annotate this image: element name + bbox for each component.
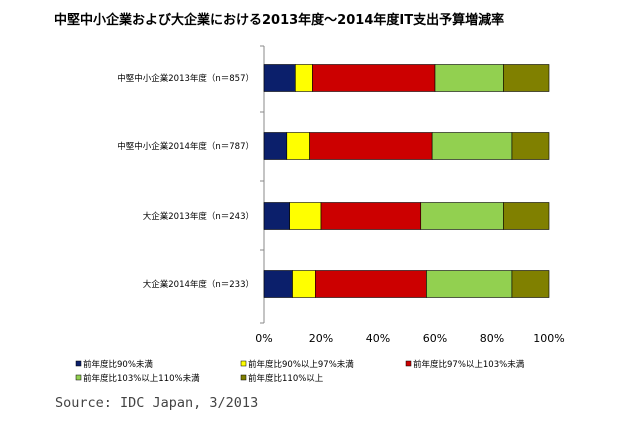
x-tick-label: 20% <box>309 332 333 345</box>
category-label: 大企業2014年度（n＝233） <box>143 279 254 290</box>
bar-segment-1-row-2 <box>263 132 288 160</box>
bar-segment-3-row-3 <box>320 202 422 230</box>
plot-area: 中堅中小企業2013年度（n＝857） 中堅中小企業2014年度（n＝787） 大企… <box>117 45 565 345</box>
bar-segment-2-row-4 <box>292 270 316 298</box>
bar-segment-3-row-2 <box>309 132 433 160</box>
legend-label-2: 前年度比90%以上97%未満 <box>248 359 354 370</box>
legend-label-5: 前年度比110%以上 <box>248 373 324 384</box>
bar-segment-4-row-4 <box>426 270 513 298</box>
bar-segment-1-row-3 <box>263 202 290 230</box>
legend-label-3: 前年度比97%以上103%未満 <box>413 359 525 370</box>
category-label: 中堅中小企業2013年度（n＝857） <box>117 73 254 84</box>
legend-swatch-4 <box>75 374 82 381</box>
legend-swatch-3 <box>405 360 412 367</box>
bar-segment-5-row-1 <box>503 64 550 92</box>
bar-segment-2-row-3 <box>289 202 322 230</box>
legend-swatch-2 <box>240 360 247 367</box>
category-label: 中堅中小企業2014年度（n＝787） <box>117 141 254 152</box>
x-tick-label: 80% <box>480 332 504 345</box>
bar-segment-4-row-1 <box>434 64 504 92</box>
legend-label-1: 前年度比90%未満 <box>83 359 153 370</box>
bar-segment-3-row-1 <box>312 64 436 92</box>
bar-segment-1-row-4 <box>263 270 293 298</box>
source-note: Source: IDC Japan, 3/2013 <box>55 395 259 411</box>
chart-title: 中堅中小企業および大企業における2013年度～2014年度IT支出予算増減率 <box>54 12 504 28</box>
bar-segment-5-row-4 <box>511 270 550 298</box>
legend-swatch-5 <box>240 374 247 381</box>
bar-segment-5-row-2 <box>511 132 550 160</box>
bar-segment-5-row-3 <box>503 202 550 230</box>
bar-segment-3-row-4 <box>314 270 427 298</box>
legend-label-4: 前年度比103%以上110%未満 <box>83 373 200 384</box>
bar-segment-4-row-2 <box>431 132 513 160</box>
x-tick-label: 0% <box>255 332 272 345</box>
bar-segment-1-row-1 <box>263 64 296 92</box>
category-label: 大企業2013年度（n＝243） <box>143 211 254 222</box>
bar-segment-2-row-2 <box>286 132 310 160</box>
x-tick-label: 60% <box>423 332 447 345</box>
legend: 前年度比90%未満 前年度比90%以上97%未満 前年度比97%以上103%未満前年… <box>75 359 525 384</box>
bar-segment-2-row-1 <box>295 64 313 92</box>
x-tick-label: 100% <box>533 332 564 345</box>
bar-segment-4-row-3 <box>420 202 504 230</box>
legend-swatch-1 <box>75 360 82 367</box>
x-tick-label: 40% <box>366 332 390 345</box>
